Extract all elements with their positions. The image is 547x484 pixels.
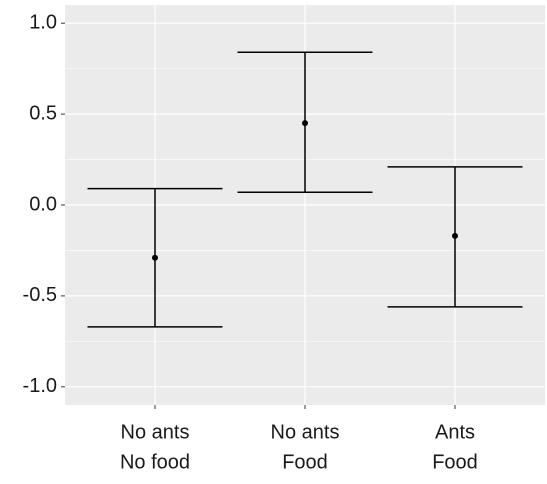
x-tick-label: Food [432,451,478,473]
point [302,120,308,127]
x-tick-label: No food [120,451,190,473]
x-tick-label: No ants [271,421,340,443]
x-tick-label: Ants [435,421,475,443]
x-tick-label: Food [282,451,328,473]
y-tick-label: 1.0 [29,11,57,33]
point [152,254,158,261]
y-tick-label: 0.0 [29,193,57,215]
y-tick-label: 0.5 [29,102,57,124]
x-tick-label: No ants [121,421,190,443]
point [452,232,458,239]
y-tick-label: -0.5 [23,284,57,306]
y-tick-label: -1.0 [23,375,57,397]
